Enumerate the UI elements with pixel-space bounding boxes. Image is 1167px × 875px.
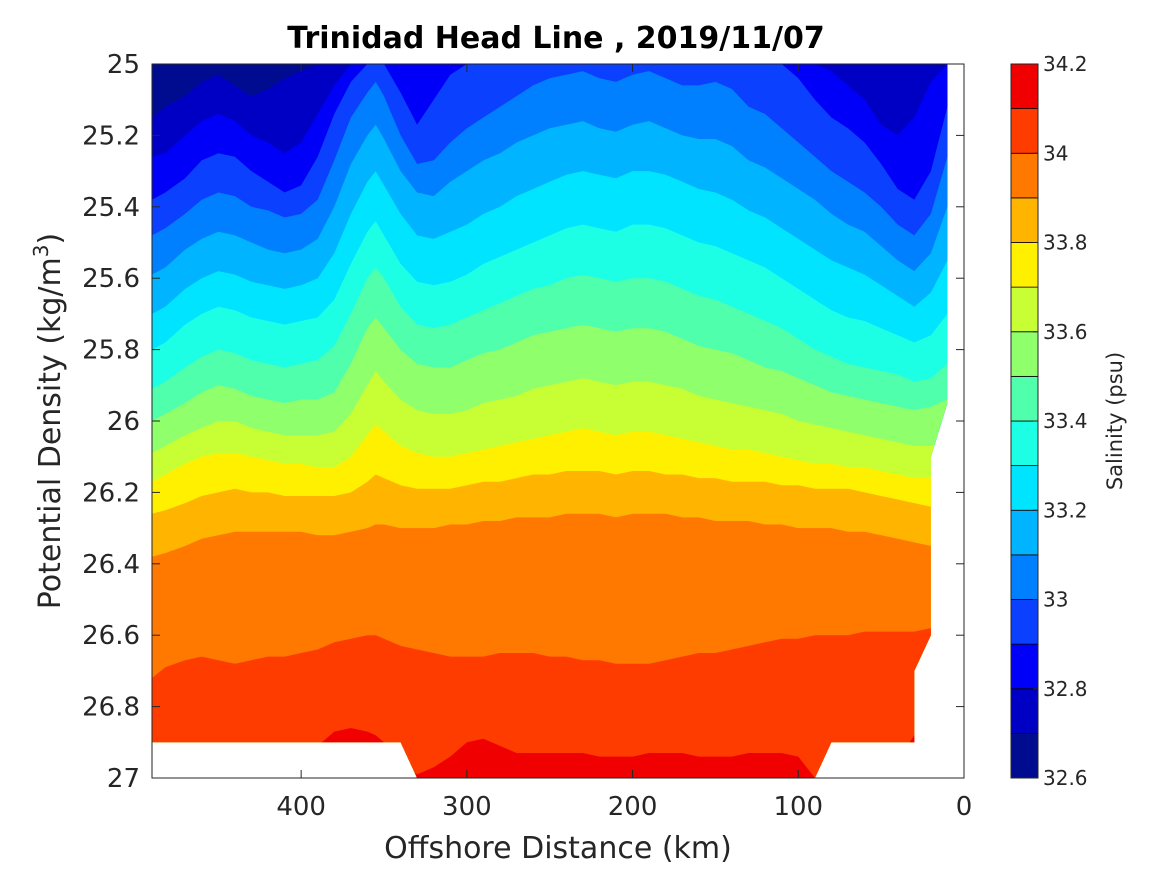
colorbar-swatch	[1010, 108, 1039, 154]
x-tick-label: 100	[773, 792, 823, 822]
y-tick-label: 26.8	[82, 693, 140, 723]
colorbar	[1010, 63, 1039, 779]
colorbar-swatch	[1010, 688, 1039, 734]
colorbar-tick-label: 32.8	[1043, 677, 1088, 701]
y-axis: 25 25.2 25.4 25.6 25.8 26 26.2 26.4 26.6 26.8 27	[82, 50, 964, 794]
colorbar-swatch	[1010, 465, 1039, 511]
x-tick-label: 0	[956, 792, 973, 822]
colorbar-tick-label: 34	[1043, 141, 1068, 165]
colorbar-swatch	[1010, 197, 1039, 243]
x-tick-label: 200	[608, 792, 658, 822]
colorbar-swatch	[1010, 420, 1039, 467]
y-axis-label-main: Potential Density (kg/m	[33, 257, 68, 609]
colorbar-tick-label: 32.6	[1043, 766, 1088, 790]
colorbar-tick-label: 34.2	[1043, 52, 1088, 76]
y-tick-label: 27	[107, 764, 140, 794]
y-tick-label: 25.8	[82, 336, 140, 366]
colorbar-label: Salinity (psu)	[1103, 352, 1127, 490]
chart-title: Trinidad Head Line , 2019/11/07	[287, 21, 824, 56]
colorbar-swatch	[1010, 242, 1039, 288]
colorbar-tick-label: 33	[1043, 588, 1068, 612]
colorbar-ticks: 32.6 32.8 33 33.2 33.4 33.6 33.8 34 34.2	[1033, 52, 1088, 790]
y-tick-label: 25	[107, 50, 140, 80]
x-axis: 400 300 200 100 0	[276, 64, 972, 822]
colorbar-swatch	[1010, 732, 1039, 779]
y-tick-label: 26.2	[82, 478, 140, 508]
x-axis-label: Offshore Distance (km)	[384, 831, 732, 866]
colorbar-swatch	[1010, 63, 1039, 110]
y-tick-label: 25.6	[82, 264, 140, 294]
colorbar-swatch	[1010, 554, 1039, 600]
colorbar-tick-label: 33.4	[1043, 409, 1088, 433]
contour-fill-layer	[152, 64, 948, 778]
colorbar-tick-label: 33.2	[1043, 498, 1088, 522]
colorbar-swatch	[1010, 286, 1039, 333]
y-tick-label: 26.4	[82, 550, 140, 580]
colorbar-swatch	[1010, 331, 1039, 377]
colorbar-swatch	[1010, 509, 1039, 556]
y-tick-label: 26.6	[82, 621, 140, 651]
y-tick-label: 26	[107, 407, 140, 437]
y-tick-label: 25.2	[82, 121, 140, 151]
y-axis-label-close: )	[33, 233, 68, 245]
colorbar-tick-label: 33.6	[1043, 320, 1088, 344]
y-tick-label: 25.4	[82, 193, 140, 223]
y-axis-label: Potential Density (kg/m3)	[29, 233, 68, 609]
y-axis-label-superscript: 3	[29, 244, 53, 257]
colorbar-tick-label: 33.8	[1043, 231, 1088, 255]
x-tick-label: 400	[276, 792, 326, 822]
colorbar-swatch	[1010, 152, 1039, 199]
colorbar-swatch	[1010, 375, 1039, 422]
colorbar-swatch	[1010, 599, 1039, 645]
colorbar-swatch	[1010, 643, 1039, 690]
x-tick-label: 300	[442, 792, 492, 822]
